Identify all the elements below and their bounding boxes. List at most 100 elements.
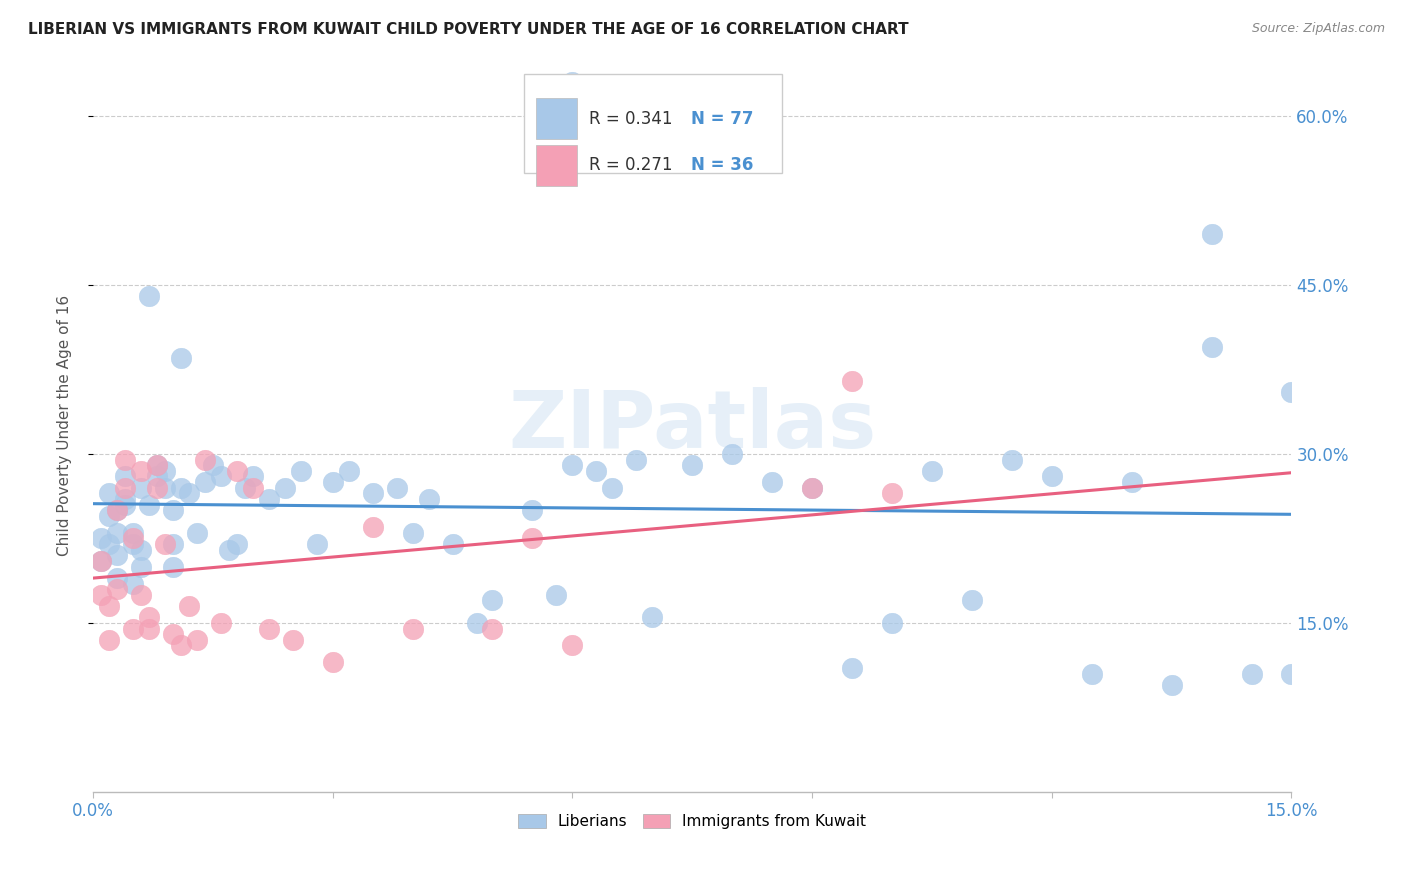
Point	[960, 593, 983, 607]
Point	[1080, 666, 1102, 681]
Point	[257, 491, 280, 506]
Point	[441, 537, 464, 551]
Point	[129, 464, 152, 478]
Point	[418, 491, 440, 506]
Point	[129, 481, 152, 495]
Point	[98, 537, 121, 551]
Point	[146, 458, 169, 473]
Point	[761, 475, 783, 489]
Point	[1040, 469, 1063, 483]
Point	[186, 525, 208, 540]
Point	[481, 622, 503, 636]
Point	[546, 588, 568, 602]
Point	[138, 498, 160, 512]
Point	[122, 525, 145, 540]
Point	[162, 627, 184, 641]
Point	[209, 469, 232, 483]
Point	[122, 622, 145, 636]
Y-axis label: Child Poverty Under the Age of 16: Child Poverty Under the Age of 16	[58, 295, 72, 557]
Text: LIBERIAN VS IMMIGRANTS FROM KUWAIT CHILD POVERTY UNDER THE AGE OF 16 CORRELATION: LIBERIAN VS IMMIGRANTS FROM KUWAIT CHILD…	[28, 22, 908, 37]
Text: N = 36: N = 36	[690, 156, 754, 174]
Point	[1281, 666, 1303, 681]
Point	[105, 503, 128, 517]
Point	[129, 588, 152, 602]
Point	[90, 554, 112, 568]
Point	[98, 632, 121, 647]
Point	[1240, 666, 1263, 681]
Point	[105, 582, 128, 596]
Point	[138, 289, 160, 303]
Point	[105, 503, 128, 517]
Point	[361, 520, 384, 534]
Point	[162, 537, 184, 551]
Text: ZIPatlas: ZIPatlas	[508, 387, 876, 465]
Point	[170, 481, 193, 495]
Point	[522, 503, 544, 517]
Point	[138, 622, 160, 636]
Point	[98, 486, 121, 500]
Point	[105, 549, 128, 563]
Point	[322, 475, 344, 489]
Point	[170, 351, 193, 366]
Legend: Liberians, Immigrants from Kuwait: Liberians, Immigrants from Kuwait	[512, 808, 873, 836]
Point	[242, 481, 264, 495]
Point	[218, 542, 240, 557]
FancyBboxPatch shape	[537, 145, 578, 186]
Point	[880, 615, 903, 630]
Point	[146, 458, 169, 473]
Point	[880, 486, 903, 500]
Point	[105, 571, 128, 585]
Point	[290, 464, 312, 478]
Point	[122, 537, 145, 551]
Point	[138, 610, 160, 624]
Point	[153, 537, 176, 551]
Point	[129, 559, 152, 574]
Point	[1121, 475, 1143, 489]
Point	[385, 481, 408, 495]
FancyBboxPatch shape	[524, 74, 782, 173]
Point	[1001, 452, 1024, 467]
Point	[721, 447, 744, 461]
Point	[114, 481, 136, 495]
Point	[90, 588, 112, 602]
Point	[98, 508, 121, 523]
Point	[122, 532, 145, 546]
Point	[114, 498, 136, 512]
Point	[361, 486, 384, 500]
Point	[194, 452, 217, 467]
Point	[129, 542, 152, 557]
Point	[242, 469, 264, 483]
Point	[114, 452, 136, 467]
Text: Source: ZipAtlas.com: Source: ZipAtlas.com	[1251, 22, 1385, 36]
Point	[90, 554, 112, 568]
Point	[801, 481, 824, 495]
Point	[274, 481, 297, 495]
Point	[186, 632, 208, 647]
Point	[98, 599, 121, 613]
Point	[153, 464, 176, 478]
Point	[401, 525, 423, 540]
Point	[105, 525, 128, 540]
Text: N = 77: N = 77	[690, 110, 754, 128]
Point	[225, 464, 247, 478]
Point	[801, 481, 824, 495]
Point	[281, 632, 304, 647]
Point	[114, 469, 136, 483]
Point	[170, 639, 193, 653]
Point	[681, 458, 703, 473]
Point	[401, 622, 423, 636]
Point	[233, 481, 256, 495]
Point	[585, 464, 607, 478]
Point	[257, 622, 280, 636]
Text: R = 0.341: R = 0.341	[589, 110, 672, 128]
Point	[1201, 340, 1223, 354]
Point	[162, 559, 184, 574]
Text: R = 0.271: R = 0.271	[589, 156, 672, 174]
Point	[522, 532, 544, 546]
Point	[146, 481, 169, 495]
FancyBboxPatch shape	[537, 98, 578, 139]
Point	[225, 537, 247, 551]
Point	[1281, 384, 1303, 399]
Point	[194, 475, 217, 489]
Point	[209, 615, 232, 630]
